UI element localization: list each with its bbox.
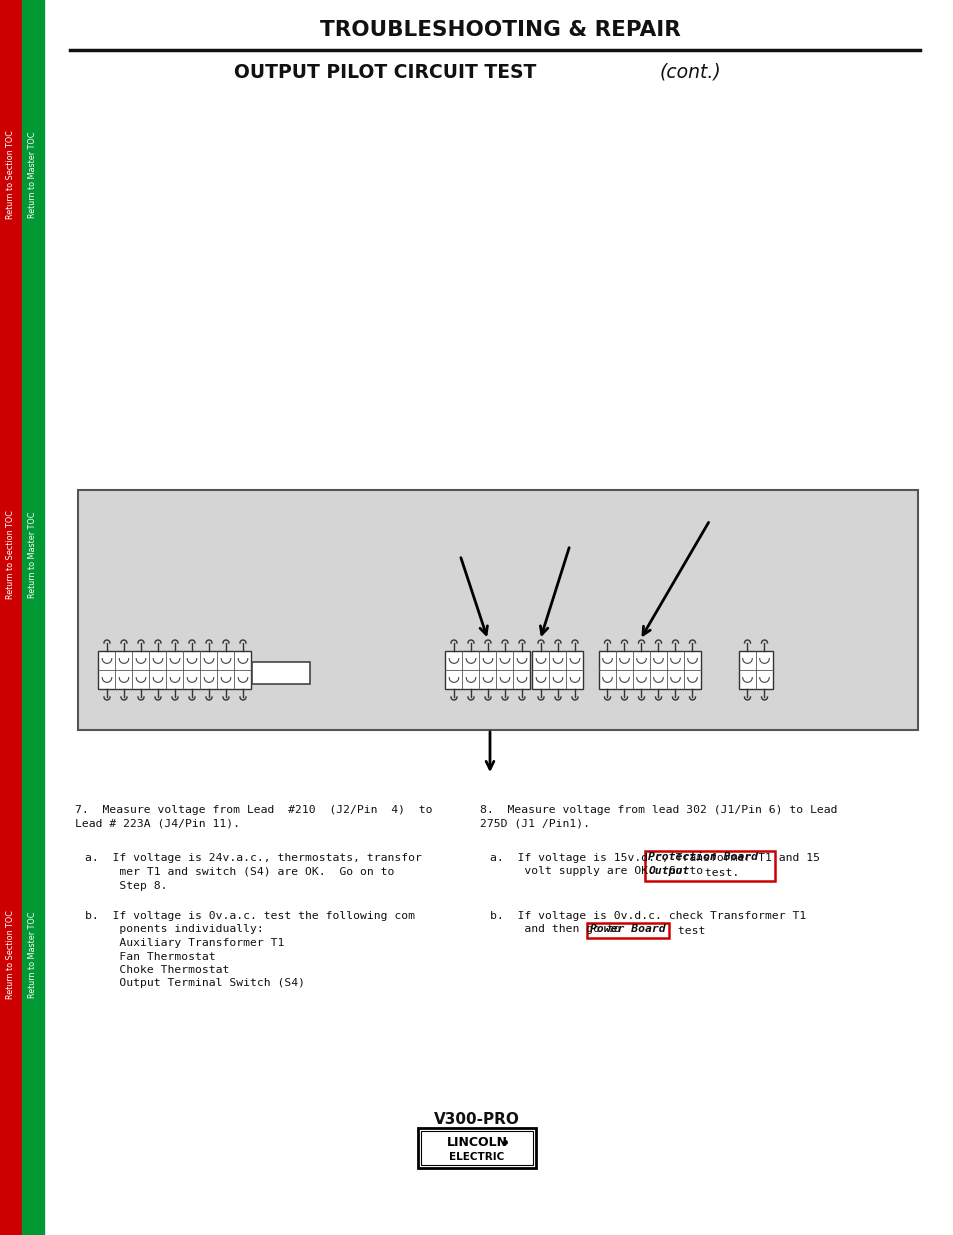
Text: LINCOLN: LINCOLN bbox=[446, 1135, 507, 1149]
Bar bbox=[417, 1128, 536, 1168]
Bar bbox=[739, 651, 772, 689]
Text: Fan Thermostat: Fan Thermostat bbox=[85, 951, 215, 962]
Text: Choke Thermostat: Choke Thermostat bbox=[85, 965, 229, 974]
Bar bbox=[78, 490, 917, 730]
Bar bbox=[252, 662, 310, 684]
Text: Return to Master TOC: Return to Master TOC bbox=[29, 911, 37, 998]
Text: test.: test. bbox=[698, 868, 739, 878]
Text: b.  If voltage is 0v.a.c. test the following com: b. If voltage is 0v.a.c. test the follow… bbox=[85, 911, 415, 921]
Text: and then go to: and then go to bbox=[490, 925, 627, 935]
Bar bbox=[420, 1131, 533, 1165]
Text: Power Board: Power Board bbox=[589, 925, 665, 935]
Text: Return to Section TOC: Return to Section TOC bbox=[7, 910, 15, 999]
Bar bbox=[598, 651, 700, 689]
Bar bbox=[532, 651, 583, 689]
Text: ponents individually:: ponents individually: bbox=[85, 925, 263, 935]
Text: Return to Master TOC: Return to Master TOC bbox=[29, 132, 37, 219]
Text: ELECTRIC: ELECTRIC bbox=[449, 1152, 504, 1162]
Text: a.  If voltage is 24v.a.c., thermostats, transfor
     mer T1 and switch (S4) ar: a. If voltage is 24v.a.c., thermostats, … bbox=[85, 853, 421, 890]
Bar bbox=[0, 0, 22, 1235]
Text: test: test bbox=[670, 926, 704, 936]
Text: Protection Board: Protection Board bbox=[647, 852, 758, 862]
Bar bbox=[586, 923, 668, 937]
Text: 7.  Measure voltage from Lead  #210  (J2/Pin  4)  to
Lead # 223A (J4/Pin 11).: 7. Measure voltage from Lead #210 (J2/Pi… bbox=[75, 805, 432, 829]
Text: Return to Section TOC: Return to Section TOC bbox=[7, 131, 15, 220]
Text: 8.  Measure voltage from lead 302 (J1/Pin 6) to Lead
275D (J1 /Pin1).: 8. Measure voltage from lead 302 (J1/Pin… bbox=[479, 805, 837, 829]
Text: V300-PRO: V300-PRO bbox=[434, 1113, 519, 1128]
Bar bbox=[22, 0, 44, 1235]
Text: Return to Section TOC: Return to Section TOC bbox=[7, 510, 15, 599]
Text: (cont.): (cont.) bbox=[659, 63, 721, 82]
Text: b.  If voltage is 0v.d.c. check Transformer T1: b. If voltage is 0v.d.c. check Transform… bbox=[490, 911, 805, 921]
Text: volt supply are OK.  Go to: volt supply are OK. Go to bbox=[490, 867, 709, 877]
Bar bbox=[644, 851, 775, 881]
Text: a.  If voltage is 15v.d.c, Transformer T1 and 15: a. If voltage is 15v.d.c, Transformer T1… bbox=[490, 853, 820, 863]
Text: Return to Master TOC: Return to Master TOC bbox=[29, 511, 37, 598]
Text: Output Terminal Switch (S4): Output Terminal Switch (S4) bbox=[85, 978, 305, 988]
Text: OUTPUT PILOT CIRCUIT TEST: OUTPUT PILOT CIRCUIT TEST bbox=[233, 63, 536, 82]
Text: TROUBLESHOOTING & REPAIR: TROUBLESHOOTING & REPAIR bbox=[319, 20, 679, 40]
Bar bbox=[445, 651, 530, 689]
Text: Output: Output bbox=[647, 867, 689, 877]
Bar bbox=[98, 651, 252, 689]
Text: Auxiliary Transformer T1: Auxiliary Transformer T1 bbox=[85, 939, 284, 948]
